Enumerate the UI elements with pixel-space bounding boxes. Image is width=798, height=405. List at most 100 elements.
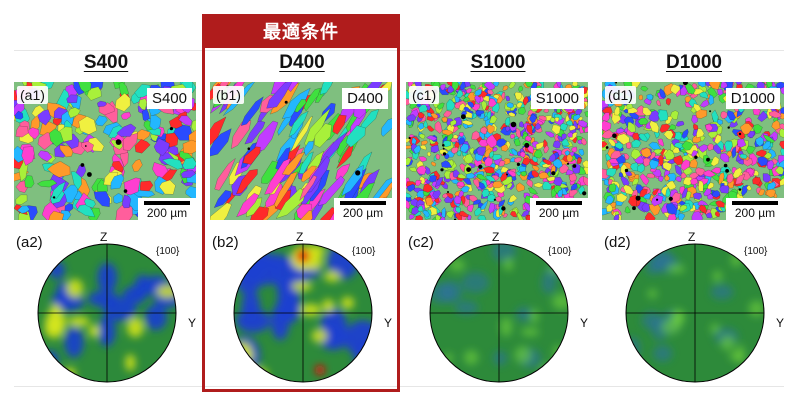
grain — [275, 188, 306, 219]
grain — [608, 183, 617, 193]
grain — [149, 114, 162, 131]
map-sample-tag: S400 — [146, 88, 192, 109]
unindexed-spot — [635, 195, 641, 201]
grain — [427, 151, 432, 157]
unindexed-spot — [440, 168, 444, 172]
grain — [264, 157, 291, 195]
unindexed-spot — [84, 145, 87, 147]
unindexed-spot — [408, 137, 411, 140]
grain — [656, 99, 661, 107]
grain — [68, 107, 81, 119]
scale-bar-box: 200 µm — [138, 198, 196, 220]
grain — [557, 189, 563, 198]
grain — [17, 205, 30, 214]
grain — [66, 94, 78, 104]
grain — [461, 120, 473, 126]
grain — [81, 141, 94, 153]
grain — [731, 146, 736, 159]
unindexed-spot — [682, 82, 688, 86]
grain — [485, 134, 497, 149]
grain — [627, 107, 639, 114]
grain — [435, 214, 441, 220]
grain — [481, 188, 490, 198]
grain — [582, 159, 588, 168]
unindexed-spot — [615, 82, 617, 84]
grain — [720, 82, 728, 89]
grain — [502, 85, 509, 92]
pole-figure-axis-z: Z — [100, 230, 108, 244]
grain — [552, 140, 561, 149]
grain — [406, 156, 412, 166]
grain — [714, 134, 722, 145]
grain — [419, 144, 427, 151]
grain — [483, 82, 496, 91]
grain — [778, 128, 784, 138]
grain — [746, 185, 752, 191]
grain — [488, 202, 495, 214]
unindexed-spot — [656, 198, 659, 201]
unindexed-spot — [247, 147, 251, 150]
grain — [652, 188, 660, 196]
grain — [551, 124, 561, 135]
grain — [664, 148, 676, 161]
grain — [460, 185, 470, 193]
unindexed-spot — [572, 164, 577, 168]
grain — [568, 125, 576, 132]
grain — [618, 172, 623, 178]
unindexed-spot — [723, 163, 728, 168]
scale-bar-label: 200 µm — [342, 206, 384, 220]
grain — [673, 142, 683, 149]
grain — [708, 94, 715, 106]
grain — [664, 174, 670, 182]
grain — [406, 114, 417, 122]
grain — [602, 168, 611, 179]
grain — [780, 106, 784, 114]
map-sample-tag: S1000 — [530, 88, 584, 109]
unindexed-spot — [478, 164, 483, 169]
grain — [506, 102, 514, 109]
panel-title: S1000 — [470, 52, 526, 73]
grain — [510, 134, 516, 140]
grain — [132, 190, 155, 198]
grain — [455, 206, 461, 213]
grain — [471, 130, 481, 141]
grain — [657, 138, 665, 147]
grain — [78, 82, 92, 93]
grain — [51, 181, 66, 199]
grain — [669, 110, 679, 120]
grain — [474, 207, 482, 217]
grain — [739, 123, 753, 136]
grain — [417, 122, 425, 130]
grain — [432, 189, 441, 200]
grain — [627, 194, 637, 207]
grain — [762, 140, 771, 150]
unindexed-spot — [501, 206, 506, 211]
grain — [332, 114, 347, 135]
grain — [231, 120, 252, 150]
grain — [698, 180, 704, 192]
grain — [659, 88, 666, 99]
ebsd-orientation-map: (d1) D1000 200 µm — [602, 82, 784, 220]
unindexed-spot — [706, 157, 710, 162]
grain — [675, 120, 685, 127]
grain — [242, 146, 261, 165]
grain — [290, 115, 313, 153]
grain — [766, 82, 773, 89]
pole-figure-axis-z: Z — [492, 230, 500, 244]
grain — [483, 166, 495, 174]
grain — [477, 174, 488, 181]
grain — [571, 82, 578, 87]
grain — [37, 109, 52, 126]
scale-bar — [536, 201, 582, 205]
scale-bar — [732, 201, 778, 205]
grain — [712, 143, 722, 154]
grain — [314, 123, 332, 148]
ebsd-orientation-map: (c1) S1000 200 µm — [406, 82, 588, 220]
unindexed-spot — [709, 110, 712, 113]
pole-figure-plane-family: {100} — [744, 246, 768, 257]
pole-figure-axis-y: Y — [188, 316, 197, 330]
optimal-condition-frame — [202, 14, 400, 392]
grain — [178, 115, 193, 126]
grain — [616, 133, 630, 145]
grain — [739, 153, 748, 159]
